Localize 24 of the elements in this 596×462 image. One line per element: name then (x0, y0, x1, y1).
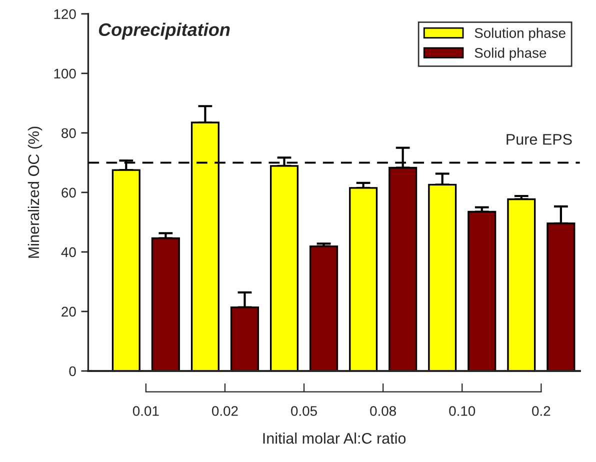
chart-title: Coprecipitation (98, 22, 230, 40)
bar (310, 245, 338, 371)
bar (349, 187, 378, 371)
x-tick-label: 0.2 (532, 406, 550, 416)
y-tick-label: 100 (54, 68, 76, 79)
y-tick-label: 40 (61, 247, 76, 258)
x-tick-label: 0.01 (132, 406, 159, 416)
bar (151, 237, 180, 371)
x-tick-label: 0.08 (370, 406, 396, 416)
x-tick-label: 0.10 (449, 406, 476, 416)
bar (468, 210, 496, 371)
x-tick-label: 0.05 (291, 406, 317, 416)
ref-line-label: Pure EPS (506, 134, 572, 145)
legend-label: Solid phase (474, 48, 546, 61)
y-tick-label: 0 (69, 366, 76, 376)
y-tick-label: 60 (62, 188, 76, 198)
x-axis-title: Initial molar Al:C ratio (263, 432, 406, 444)
y-tick-label: 120 (54, 9, 76, 20)
y-axis-title: Mineralized OC (%) (28, 126, 42, 258)
legend-label: Solution phase (474, 28, 566, 41)
x-tick-label: 0.02 (212, 406, 238, 416)
y-tick-label: 80 (62, 128, 76, 138)
y-tick-label: 20 (62, 306, 76, 317)
bar (507, 198, 536, 371)
